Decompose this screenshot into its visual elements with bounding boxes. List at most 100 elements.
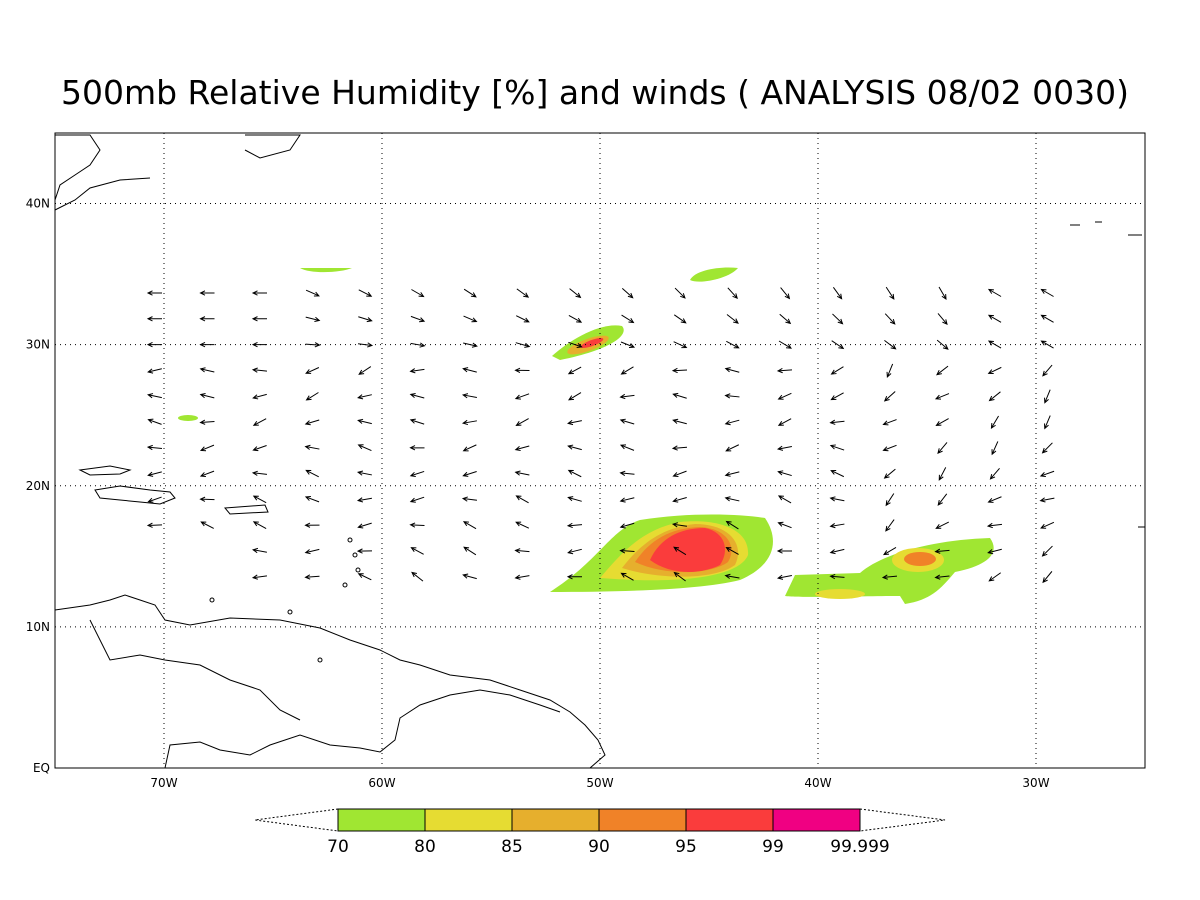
wind-arrow [671, 367, 688, 374]
colorbar-segment [772, 808, 861, 832]
wind-arrow [409, 392, 425, 399]
wind-arrow [620, 366, 634, 375]
colorbar-label: 85 [501, 837, 523, 857]
wind-arrow [776, 548, 793, 554]
wind-arrow [409, 470, 425, 477]
wind-arrow [883, 546, 897, 556]
wind-arrow [987, 496, 1002, 503]
wind-arrow [832, 313, 844, 325]
wind-arrow [619, 393, 635, 400]
wind-arrow [831, 340, 845, 350]
wind-arrow [621, 314, 635, 324]
wind-arrow [356, 470, 372, 476]
wind-arrow [304, 495, 320, 503]
colorbar-label: 99 [762, 837, 784, 857]
wind-arrow [515, 495, 529, 504]
wind-arrow [672, 470, 687, 478]
wind-arrow [987, 366, 1002, 374]
wind-arrow [463, 315, 478, 323]
wind-arrow [936, 339, 949, 350]
wind-arrow [830, 392, 844, 401]
wind-arrow [672, 392, 687, 399]
lat-label: 30N [26, 338, 50, 352]
wind-arrow [987, 314, 1002, 323]
wind-arrow [673, 314, 687, 324]
wind-arrow [990, 415, 999, 430]
wind-arrow [881, 574, 898, 580]
wind-arrow [515, 521, 530, 529]
wind-arrow [671, 522, 687, 528]
wind-arrow [251, 367, 268, 373]
wind-arrow [934, 574, 950, 580]
wind-arrow [462, 573, 477, 580]
colorbar-segment [424, 808, 513, 832]
wind-arrow [1044, 415, 1051, 430]
wind-arrow [146, 444, 163, 451]
wind-arrow [776, 574, 792, 580]
wind-arrow [829, 496, 845, 502]
wind-arrow [409, 368, 425, 374]
wind-arrow [199, 470, 215, 478]
wind-arrow [724, 367, 740, 373]
wind-arrow [725, 546, 739, 555]
wind-arrow [569, 288, 582, 299]
wind-arrow [147, 418, 162, 425]
wind-arrow [356, 497, 372, 503]
wind-arrow [515, 342, 531, 348]
wind-arrow [1042, 364, 1053, 377]
map-frame [54, 132, 1146, 769]
wind-arrow [884, 313, 896, 325]
wind-arrow [251, 341, 267, 348]
wind-arrow [199, 367, 215, 373]
wind-arrow [724, 573, 740, 579]
wind-arrow [776, 367, 793, 374]
wind-arrow [1041, 442, 1053, 454]
wind-arrow [988, 391, 1001, 402]
wind-arrow [1040, 521, 1055, 529]
wind-arrow [935, 418, 949, 426]
wind-arrow [725, 520, 739, 530]
wind-arrow [938, 467, 947, 481]
wind-arrow [146, 341, 162, 348]
wind-arrow [304, 419, 320, 426]
wind-arrow [778, 340, 792, 349]
wind-arrow [146, 316, 162, 322]
wind-arrow [724, 419, 740, 426]
lat-label: 10N [26, 620, 50, 634]
wind-arrow [305, 342, 321, 348]
wind-arrow [777, 418, 792, 426]
wind-arrow [567, 444, 582, 451]
wind-arrow [411, 571, 424, 582]
wind-arrow [882, 419, 897, 426]
wind-arrow [672, 496, 687, 503]
wind-arrow [199, 341, 215, 348]
wind-arrow [515, 418, 529, 426]
wind-arrow [463, 546, 477, 556]
wind-arrow [409, 522, 425, 528]
wind-arrow [620, 572, 634, 581]
wind-arrow [251, 547, 267, 554]
wind-arrow [356, 548, 373, 554]
wind-arrow [1041, 545, 1053, 557]
wind-arrow [987, 340, 1002, 349]
wind-arrow [619, 548, 635, 554]
wind-arrow [200, 521, 214, 529]
wind-arrow [252, 418, 267, 426]
wind-vectors [146, 286, 1055, 584]
wind-arrow [937, 493, 948, 506]
wind-arrow [777, 470, 792, 477]
wind-arrow [461, 496, 478, 502]
wind-arrow [885, 519, 895, 532]
wind-arrow [727, 287, 738, 300]
wind-arrow [516, 288, 530, 298]
wind-arrow [305, 367, 320, 374]
wind-arrow [991, 441, 999, 456]
wind-arrow [199, 393, 215, 399]
map [54, 132, 1146, 769]
colorbar-segment [337, 808, 426, 832]
wind-arrow [357, 522, 372, 529]
colorbar-segment [598, 808, 687, 832]
wind-arrow [1040, 314, 1054, 323]
wind-arrow [462, 444, 477, 452]
wind-arrow [724, 471, 740, 477]
